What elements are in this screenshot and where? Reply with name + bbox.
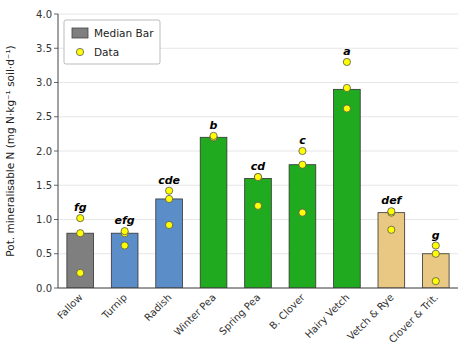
plot-area <box>67 58 449 288</box>
tick-mark <box>54 253 58 254</box>
tick-mark <box>54 48 58 49</box>
tick-label: 3.5 <box>36 43 52 54</box>
tick-label: Fallow <box>55 292 85 322</box>
tick-mark <box>54 151 58 152</box>
tick-mark <box>54 219 58 220</box>
grid-line <box>58 288 458 289</box>
data-point <box>388 226 395 233</box>
legend-label: Median Bar <box>94 27 154 39</box>
annotation: fg <box>74 201 87 214</box>
data-point <box>77 269 84 276</box>
x-axis: Fallow Turnip RadishWinter PeaSpring PeaB.… <box>55 291 440 345</box>
tick-label: Winter Pea <box>172 292 218 338</box>
grid-line <box>58 82 458 83</box>
data-point <box>299 209 306 216</box>
data-point <box>77 230 84 237</box>
bar <box>378 213 405 288</box>
tick-label: 1.5 <box>36 180 52 191</box>
data-point <box>432 278 439 285</box>
axis-label: Pot. mineralisable N (mg N·kg⁻¹ soil·d⁻¹… <box>4 45 16 256</box>
axis-line <box>58 14 59 288</box>
data-point <box>343 84 350 91</box>
axis-line <box>58 288 458 289</box>
tick-mark <box>54 14 58 15</box>
data-point <box>121 242 128 249</box>
tick-label: 2.5 <box>36 111 52 122</box>
data-point <box>299 147 306 154</box>
data-point <box>432 250 439 257</box>
tick-label: 0.0 <box>36 283 52 294</box>
y-axis: 0.0 0.5 1.0 1.5 2.0 2.5 3.0 3.5 4.0 <box>36 9 458 294</box>
data-point <box>343 105 350 112</box>
annotation: c <box>299 134 306 147</box>
tick-label: 2.0 <box>36 146 52 157</box>
bar <box>67 233 94 288</box>
tick-label: B. Clover <box>267 291 307 331</box>
bar <box>200 137 227 288</box>
bar <box>334 89 361 288</box>
bar <box>289 165 316 288</box>
tick-label: Radish <box>142 292 173 323</box>
data-point <box>343 58 350 65</box>
legend-frame <box>64 20 160 64</box>
data-point <box>432 242 439 249</box>
tick-mark <box>54 116 58 117</box>
grid-line <box>58 14 458 15</box>
legend-swatch <box>72 28 88 38</box>
legend-label: Data <box>94 46 119 58</box>
tick-label: 0.5 <box>36 248 52 259</box>
legend: Median Bar Data <box>64 20 160 64</box>
tick-label: 4.0 <box>36 9 52 20</box>
annotation: cd <box>251 160 266 173</box>
grid-line <box>58 151 458 152</box>
data-point <box>254 173 261 180</box>
annotation: b <box>210 119 218 132</box>
data-point <box>77 215 84 222</box>
tick-mark <box>54 82 58 83</box>
chart: 0.0 0.5 1.0 1.5 2.0 2.5 3.0 3.5 4.0 Pot. minerali… <box>0 0 470 360</box>
data-point <box>166 187 173 194</box>
data-point <box>166 195 173 202</box>
annotation: g <box>432 229 440 242</box>
legend-swatch <box>76 48 83 55</box>
tick-label: Turnip <box>99 292 129 322</box>
tick-label: 3.0 <box>36 77 52 88</box>
tick-label: 1.0 <box>36 214 52 225</box>
annotation: cde <box>158 174 180 187</box>
data-point <box>299 161 306 168</box>
tick-label: Clover & Trit. <box>387 292 441 346</box>
bar <box>422 254 449 288</box>
annotation: efg <box>115 214 135 227</box>
data-point <box>121 228 128 235</box>
annotation: a <box>343 45 350 58</box>
data-point <box>254 202 261 209</box>
annotation: def <box>381 194 402 207</box>
data-point <box>388 208 395 215</box>
bar <box>245 178 272 288</box>
tick-label: Spring Pea <box>217 292 263 338</box>
grid-line <box>58 116 458 117</box>
bar <box>111 233 138 288</box>
data-point <box>166 221 173 228</box>
data-point <box>254 173 261 180</box>
bar <box>156 199 183 288</box>
tick-label: Hairy Vetch <box>303 292 352 341</box>
tick-mark <box>54 185 58 186</box>
data-point <box>210 132 217 139</box>
tick-mark <box>54 288 58 289</box>
